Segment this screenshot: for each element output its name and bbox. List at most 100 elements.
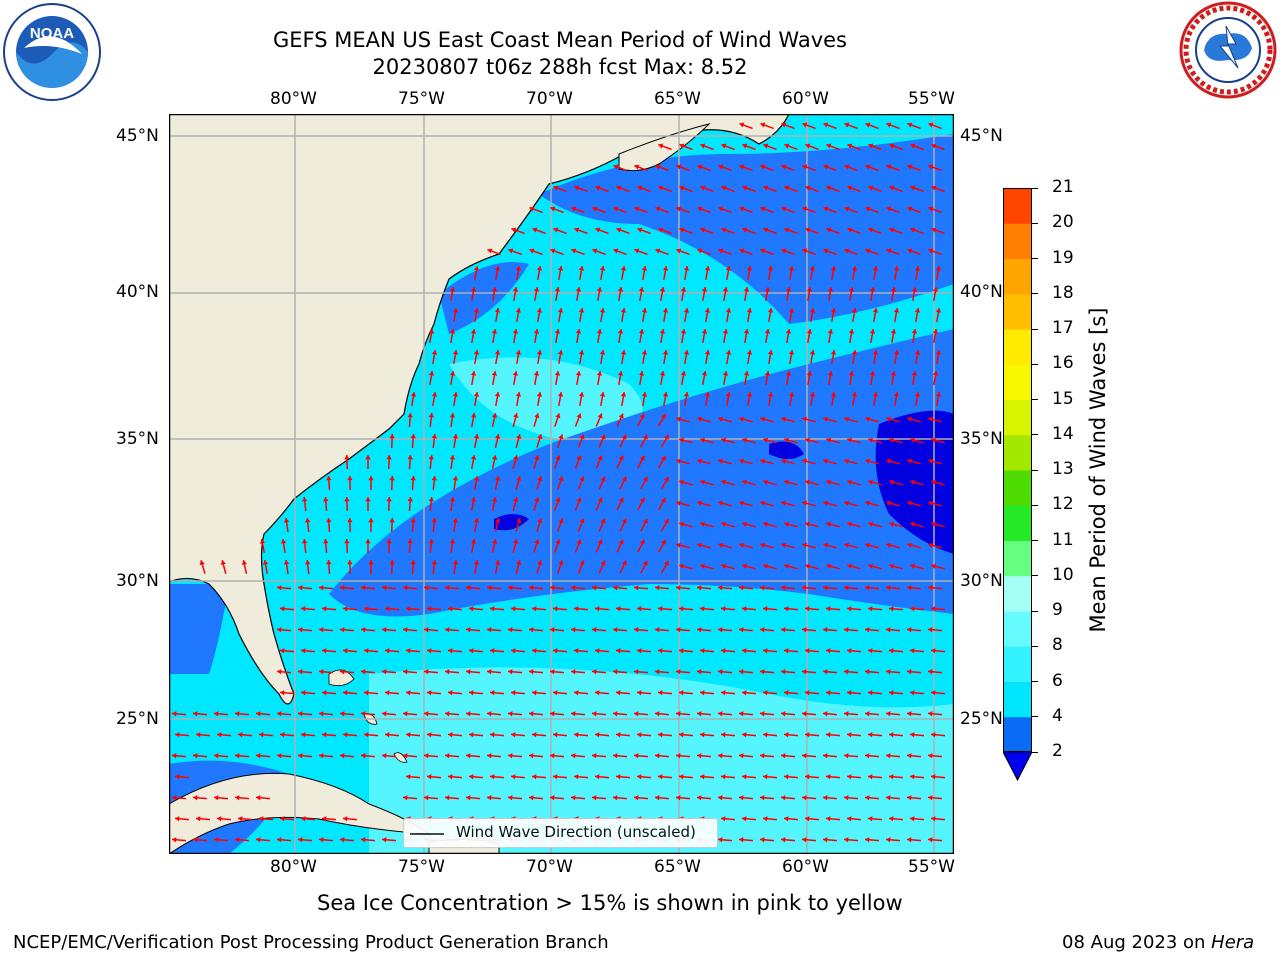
wave-arrow-head — [679, 648, 684, 654]
wave-arrow-head — [427, 732, 432, 738]
wave-arrow-head — [886, 542, 892, 548]
wave-arrow-head — [851, 392, 858, 397]
wave-arrow-head — [911, 287, 918, 292]
wave-arrow-head — [679, 690, 684, 696]
wave-arrow-head — [823, 795, 828, 801]
wave-arrow-head — [704, 308, 711, 313]
wave-arrow-head — [361, 627, 366, 633]
wave-arrow-head — [319, 837, 324, 843]
wave-arrow-head — [760, 542, 766, 548]
wave-arrow-head — [767, 350, 774, 355]
wave-arrow-head — [389, 476, 395, 481]
wave-arrow-head — [931, 521, 937, 527]
wave-arrow-head — [805, 437, 811, 443]
wave-arrow-head — [928, 837, 933, 843]
wave-arrow-head — [555, 413, 561, 419]
wave-arrow-head — [621, 476, 627, 482]
wave-arrow-head — [722, 287, 729, 292]
colorbar-label: Mean Period of Wind Waves [s] — [1086, 307, 1110, 633]
wave-arrow-head — [571, 248, 577, 254]
wave-arrow-head — [305, 518, 311, 523]
wave-arrow-head — [448, 690, 453, 696]
colorbar-tick-mark — [1032, 469, 1038, 471]
wave-arrow-head — [781, 753, 786, 759]
wave-arrow-head — [910, 606, 915, 612]
wave-arrow-head — [256, 753, 261, 759]
wave-arrow-head — [301, 648, 306, 654]
wave-arrow-head — [809, 392, 816, 397]
wave-arrow-head — [553, 227, 559, 233]
wave-arrow-head — [431, 476, 437, 481]
wave-arrow-head — [406, 690, 411, 696]
wave-arrow-head — [494, 350, 501, 355]
wave-arrow-head — [704, 392, 711, 397]
colorbar-segment — [1003, 223, 1032, 259]
wave-arrow-head — [579, 476, 585, 482]
wave-arrow-head — [576, 455, 582, 461]
wave-arrow-head — [823, 122, 829, 128]
wave-arrow-head — [844, 500, 850, 506]
wave-arrow-head — [886, 206, 892, 212]
wave-arrow-head — [721, 437, 727, 443]
wave-arrow-head — [868, 690, 873, 696]
wave-arrow-head — [448, 774, 453, 780]
wave-arrow-head — [802, 122, 808, 128]
wave-arrow-head — [868, 143, 874, 149]
wave-arrow-head — [407, 413, 413, 418]
wave-arrow-head — [515, 266, 522, 271]
wave-arrow-head — [851, 266, 858, 271]
colorbar-tick-label: 19 — [1052, 247, 1074, 268]
wave-arrow-head — [641, 266, 648, 271]
wave-arrow-head — [513, 413, 519, 418]
wave-arrow-head — [746, 392, 753, 397]
wave-arrow-head — [889, 774, 894, 780]
wave-arrow-head — [763, 437, 769, 443]
wave-arrow-head — [700, 185, 706, 191]
wave-arrow-head — [718, 669, 723, 675]
wave-arrow-head — [512, 371, 519, 376]
wave-arrow-head — [802, 416, 808, 422]
wave-arrow-head — [823, 458, 829, 464]
wave-arrow-head — [445, 669, 450, 675]
wave-arrow-head — [781, 500, 787, 506]
wave-arrow-head — [571, 711, 576, 717]
wave-arrow-head — [932, 371, 939, 376]
wave-arrow-head — [534, 413, 540, 419]
wave-arrow-head — [431, 392, 438, 397]
wave-arrow-head — [634, 248, 640, 254]
wave-arrow-head — [277, 711, 282, 717]
wave-arrow-head — [427, 690, 432, 696]
wave-arrow-head — [634, 585, 639, 591]
wave-arrow-head — [823, 711, 828, 717]
wave-arrow-head — [344, 539, 350, 544]
wave-arrow-head — [298, 669, 303, 675]
wave-arrow-head — [550, 753, 555, 759]
wave-arrow-head — [739, 711, 744, 717]
wave-arrow-head — [679, 774, 684, 780]
wave-arrow-head — [931, 690, 936, 696]
wave-arrow-head — [764, 329, 771, 334]
wave-arrow-head — [283, 560, 290, 565]
wave-arrow-head — [620, 308, 627, 313]
wave-arrow-head — [592, 669, 597, 675]
wave-arrow-head — [280, 648, 285, 654]
wave-arrow-head — [235, 711, 240, 717]
wave-arrow-head — [487, 248, 493, 254]
wave-arrow-head — [718, 711, 723, 717]
wave-arrow-head — [637, 185, 643, 191]
wave-arrow-head — [931, 732, 936, 738]
wave-arrow-head — [410, 518, 416, 523]
wave-arrow-head — [739, 837, 744, 843]
wave-arrow-head — [220, 560, 226, 565]
wave-arrow-head — [785, 287, 792, 292]
wave-arrow-head — [931, 648, 936, 654]
wave-arrow-head — [406, 648, 411, 654]
wave-arrow-head — [466, 753, 471, 759]
colorbar-segment — [1003, 681, 1032, 718]
wave-arrow-head — [452, 434, 459, 439]
wave-arrow-head — [578, 350, 585, 355]
wave-arrow-head — [618, 539, 624, 545]
wave-arrow-head — [597, 413, 603, 419]
wave-arrow-head — [368, 518, 374, 523]
wave-arrow-head — [907, 711, 912, 717]
